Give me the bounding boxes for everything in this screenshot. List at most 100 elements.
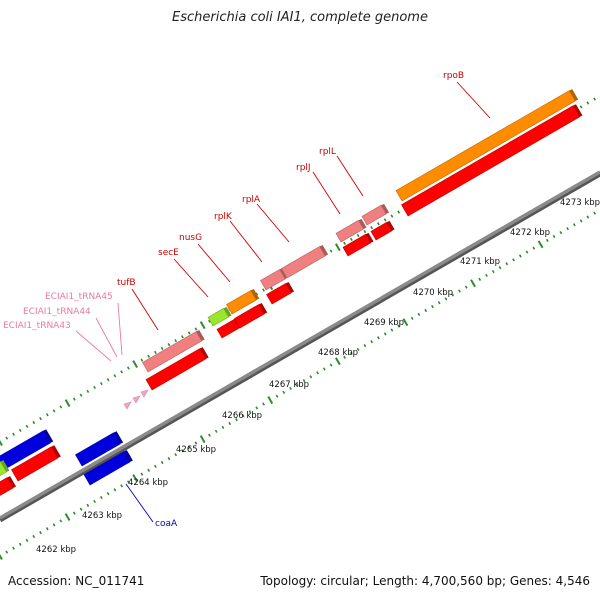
tick-mark [32,420,36,425]
tick-mark [525,250,529,254]
tick-mark [113,374,117,378]
trna-marker [123,401,132,410]
tick-mark [154,350,157,354]
tick-mark [586,215,590,219]
tick-mark [18,542,22,546]
scale-label: 4272 kbp [510,228,550,238]
tick-mark [262,402,265,406]
scale-label: 4265 kbp [176,445,216,455]
tick-mark [334,243,341,252]
feature-rplA [281,244,329,279]
gene-label-rplk: rplK [214,212,233,222]
tick-mark [181,335,184,339]
tick-mark [140,358,144,362]
leader-line [256,203,290,243]
tick-mark [12,432,15,436]
tick-mark [214,429,218,433]
tick-mark [147,354,151,358]
tick-mark [370,340,374,344]
leader-line [125,483,154,523]
tick-mark [235,418,238,422]
tick-mark [444,297,448,301]
tick-mark [485,273,488,278]
tick-mark [72,397,76,401]
tick-mark [329,363,333,367]
tick-mark [132,474,139,483]
tick-mark [376,336,380,340]
tick-mark [59,405,63,409]
tick-mark [93,385,96,390]
tick-mark [343,241,346,245]
feature-red-tufB [145,347,209,391]
tick-mark [0,440,3,446]
tick-mark [579,219,583,223]
tick-mark [559,230,563,235]
tick-mark [59,519,63,523]
gene-label-eciai1-trna44: ECIAI1_tRNA44 [23,307,91,317]
tick-mark [12,546,15,550]
tick-mark [106,378,110,382]
tick-mark [120,370,124,374]
tick-mark [167,456,171,461]
tick-mark [470,279,476,288]
tick-mark [343,355,346,359]
map-title: Escherichia coli IAI1, complete genome [172,10,428,25]
tick-mark [25,538,29,543]
feature-tufB [142,329,205,373]
tick-mark [99,495,103,500]
tick-mark [208,433,211,437]
tick-mark [120,484,124,488]
scale-label: 4264 kbp [128,478,168,488]
tick-mark [410,316,414,320]
tick-mark [221,425,225,430]
tick-mark [199,321,206,330]
tick-mark [0,554,3,560]
backbone-line [0,170,600,520]
tick-mark [451,293,455,297]
tick-mark [64,399,71,407]
tick-mark [431,305,434,309]
tick-mark [199,435,206,444]
leader-line [131,288,159,331]
tick-mark [302,379,306,383]
tick-mark [329,249,333,253]
gene-label-rplj: rplJ [296,163,311,173]
tick-mark [262,288,265,292]
tick-mark [586,101,590,105]
tick-mark [437,301,441,305]
tick-mark [267,396,274,405]
tick-mark [349,237,353,241]
tick-mark [79,393,83,397]
tick-mark [552,234,556,239]
tick-mark [5,436,9,440]
tick-mark [45,413,49,417]
tick-mark [376,222,380,226]
tick-mark [194,327,198,331]
gene-label-eciai1-trna45: ECIAI1_tRNA45 [45,292,113,302]
tick-mark [334,357,341,366]
accession-label: Accession: NC_011741 [8,574,145,588]
leader-line [173,258,209,298]
feature-blue-coaA-1 [75,431,124,467]
tick-mark [458,289,461,293]
tick-mark [126,366,130,370]
tick-mark [25,424,29,429]
feature-secE [207,306,232,327]
feature-rplK [260,267,289,291]
tick-mark [99,381,103,386]
scale-label: 4273 kbp [560,198,600,208]
tick-mark [45,527,49,531]
tick-mark [160,460,164,465]
feature-red-left2 [0,476,17,496]
tick-mark [72,511,76,515]
tick-mark [275,394,279,398]
gene-label-sece: secE [158,248,179,258]
scale-label: 4262 kbp [36,545,76,555]
tick-mark [383,332,387,336]
leader-line [456,81,491,119]
tick-mark [417,312,421,317]
tick-mark [52,409,56,413]
feature-blue-coaA-2 [83,450,133,486]
